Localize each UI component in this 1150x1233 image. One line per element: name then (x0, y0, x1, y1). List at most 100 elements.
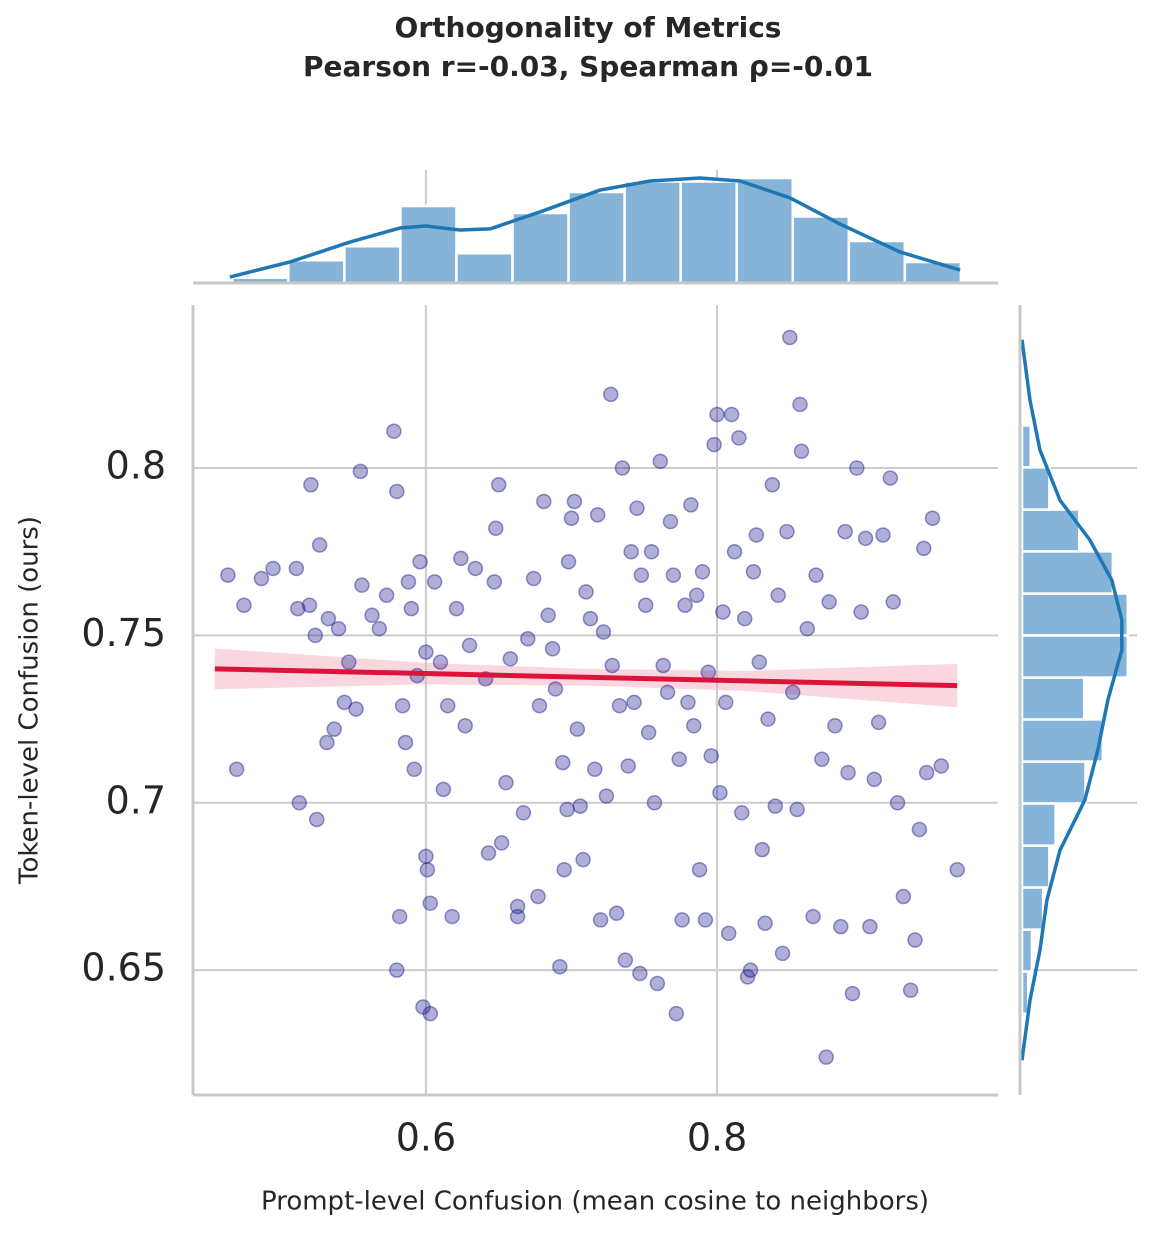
scatter-point (320, 610, 337, 627)
scatter-point (490, 477, 507, 493)
scatter-point (731, 430, 747, 446)
scatter-point (389, 483, 405, 500)
scatter-point (709, 406, 725, 423)
scatter-point (336, 694, 353, 711)
scatter-point (760, 711, 776, 727)
histogram-bar (1020, 886, 1045, 931)
histogram-bar (1020, 550, 1115, 595)
y-tick-label: 0.7 (106, 778, 166, 822)
scatter-point (426, 574, 443, 590)
histogram-bar (1020, 424, 1032, 469)
scatter-point (748, 527, 765, 543)
histogram-bar (287, 259, 346, 285)
scatter-point (933, 758, 949, 774)
scatter-point (770, 587, 786, 603)
scatter-point (643, 543, 660, 560)
scatter-point (419, 861, 436, 878)
histogram-bar (1020, 634, 1130, 679)
scatter-point (303, 477, 319, 493)
scatter-point (620, 758, 637, 774)
scatter-point (911, 821, 928, 838)
scatter-point (617, 952, 634, 968)
scatter-point (319, 734, 335, 751)
scatter-point (671, 751, 687, 767)
scatter-point (439, 697, 456, 714)
scatter-point (406, 761, 423, 778)
scatter-point (236, 597, 252, 614)
scatter-point (530, 888, 546, 905)
scatter-point (488, 520, 504, 537)
scatter-point (515, 805, 532, 821)
scatter-point (559, 801, 575, 818)
scatter-point (587, 761, 603, 778)
scatter-point (582, 610, 599, 627)
scatter-point (683, 497, 699, 513)
scatter-point (866, 771, 883, 788)
histogram-bar (1020, 844, 1051, 889)
scatter-point (308, 811, 325, 828)
scatter-point (637, 597, 654, 614)
scatter-point (525, 570, 542, 587)
histogram-bar (1020, 592, 1130, 637)
scatter-point (595, 624, 612, 640)
scatter-point (907, 932, 923, 948)
scatter-point (720, 925, 737, 942)
scatter-point (818, 1049, 834, 1065)
y-tick-label: 0.65 (81, 946, 166, 990)
kde-curve (1020, 339, 1124, 1061)
scatter-point (715, 604, 731, 620)
scatter-point (700, 664, 717, 680)
scatter-point (697, 912, 714, 928)
scatter-point (432, 654, 449, 670)
scatter-point (814, 751, 830, 767)
scatter-point (575, 851, 591, 868)
scatter-point (556, 861, 572, 878)
scatter-point (422, 1005, 439, 1022)
scatter-point (712, 784, 728, 801)
scatter-point (949, 861, 965, 878)
scatter-point (742, 962, 759, 978)
scatter-point (718, 694, 734, 711)
scatter-point (706, 436, 722, 453)
scatter-point (498, 774, 514, 791)
scatter-point (792, 396, 808, 413)
scatter-point (509, 898, 526, 915)
scatter-point (853, 604, 869, 620)
scatter-point (703, 748, 719, 764)
kde-curve (229, 176, 961, 279)
scatter-point (665, 567, 682, 583)
scatter-point (885, 594, 901, 610)
scatter-point (662, 513, 679, 530)
scatter-point (554, 754, 571, 771)
histogram-bar (511, 211, 570, 285)
scatter-point (614, 460, 631, 476)
scatter-point (751, 654, 768, 670)
scatter-point (228, 761, 245, 778)
histogram-bar (847, 239, 907, 285)
scatter-point (739, 969, 756, 985)
scatter-point (578, 584, 594, 600)
scatter-point (840, 764, 856, 781)
histogram-bar (1020, 802, 1057, 847)
histogram-bar (903, 260, 963, 285)
scatter-point (453, 550, 469, 567)
scatter-point (629, 500, 645, 516)
scatter-point (649, 975, 666, 992)
scatter-point (457, 718, 473, 734)
scatter-point (540, 607, 556, 624)
scatter-point (789, 801, 805, 818)
scatter-point (626, 694, 642, 711)
scatter-point (764, 477, 781, 493)
scatter-point (220, 567, 236, 583)
scatter-point (754, 841, 770, 858)
scatter-point (386, 423, 402, 439)
histogram-bar (567, 190, 626, 285)
scatter-point (889, 795, 906, 811)
scatter-point (531, 697, 548, 714)
histogram-bar (623, 180, 682, 285)
scatter-point (805, 908, 821, 925)
scatter-point (400, 574, 417, 590)
scatter-point (412, 554, 428, 570)
scatter-point (307, 627, 324, 644)
scatter-point (467, 560, 484, 577)
